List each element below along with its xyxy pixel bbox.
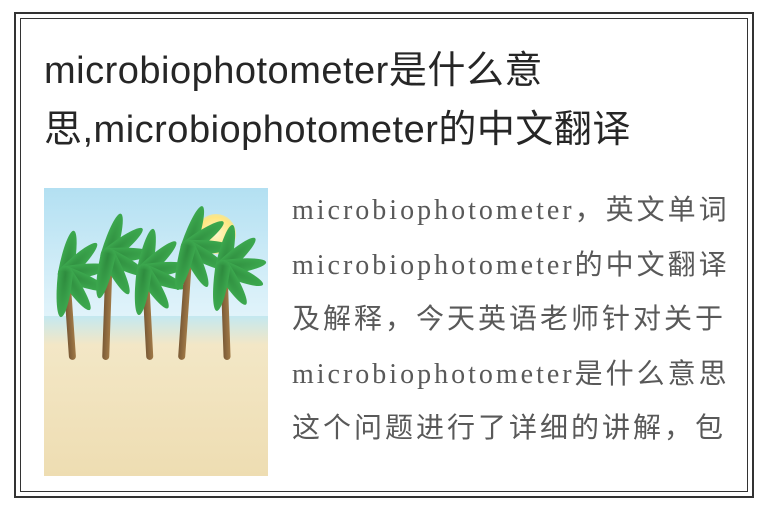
sand (44, 316, 268, 476)
palm-leaves (186, 241, 262, 292)
page-title: microbiophotometer是什么意思,microbiophotomet… (44, 42, 724, 160)
thumbnail-illustration (44, 188, 268, 476)
body-paragraph: microbiophotometer，英文单词microbiophotomete… (292, 184, 732, 457)
